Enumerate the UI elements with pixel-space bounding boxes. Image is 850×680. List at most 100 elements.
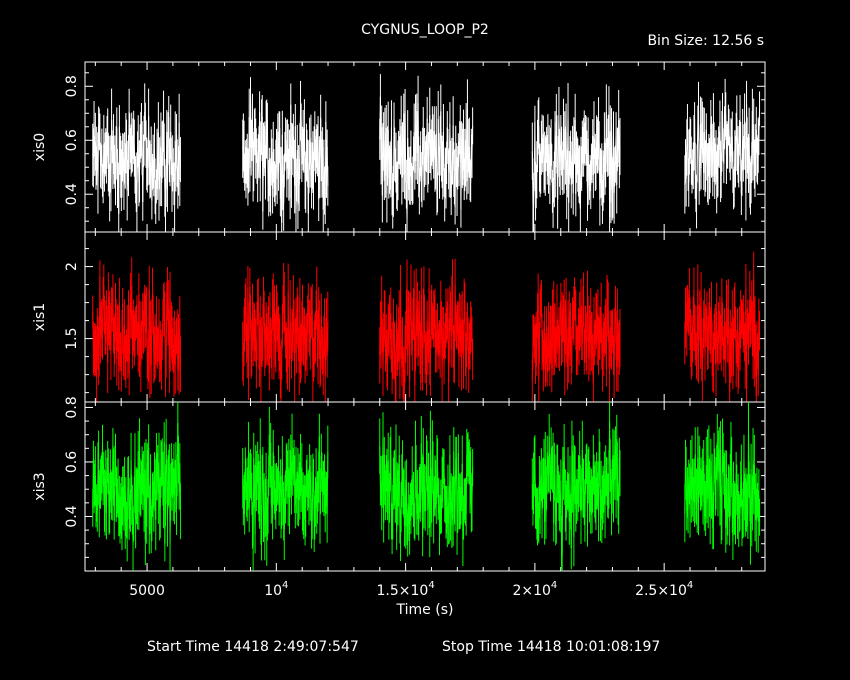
data-point [116,327,118,359]
data-point [585,140,588,157]
data-point [722,113,724,145]
data-point [113,466,116,521]
data-point [713,453,716,466]
data-point [381,301,383,336]
data-point [442,466,444,479]
data-point [407,313,409,356]
data-point [581,449,584,489]
data-point [743,458,746,497]
data-point [316,491,319,498]
data-point [463,501,465,518]
data-point [700,123,703,168]
data-point [120,332,123,371]
y-tick-label: 0.4 [64,505,80,527]
data-point [744,120,746,147]
data-point [253,458,255,487]
data-point [135,179,137,183]
data-point [418,310,421,349]
data-point [587,292,589,319]
data-point [433,485,436,494]
data-point [295,180,298,216]
data-point [557,473,559,485]
data-point [736,337,739,369]
data-point [600,173,603,175]
data-point [285,342,287,347]
data-point [601,494,604,503]
data-point [553,179,555,182]
data-point [101,303,104,342]
data-point [305,477,307,507]
data-point [417,328,420,343]
data-point [710,123,712,147]
data-point [301,145,303,165]
data-point [139,135,142,144]
data-point [96,473,99,514]
data-point [311,167,313,187]
data-point [257,298,260,342]
data-point [725,308,727,363]
data-point [159,507,161,510]
data-point [538,126,540,168]
data-point [100,473,103,479]
data-point [574,298,576,304]
data-point [170,329,173,335]
data-point [704,323,707,361]
data-point [147,356,150,371]
data-point [135,495,138,498]
data-point [599,165,602,175]
data-point [561,168,564,171]
data-point [576,155,579,166]
data-point [166,138,169,190]
data-point [269,316,272,338]
data-point [465,455,468,515]
data-point [300,350,302,355]
data-point [546,452,549,476]
data-point [400,288,402,340]
data-point [562,318,564,336]
data-point [98,347,100,357]
data-point [573,469,576,537]
data-point [739,319,742,349]
data-point [292,136,295,159]
data-point [400,480,403,508]
data-point [720,141,723,176]
data-point [588,475,590,492]
data-point [142,140,145,151]
data-point [324,495,327,502]
data-point [470,146,472,183]
data-point [755,338,758,397]
data-point [100,329,102,335]
data-point [538,308,541,343]
data-point [254,330,257,341]
data-point [618,146,621,163]
data-point [550,458,553,469]
data-point [701,337,704,376]
series-xis3 [92,402,761,571]
data-point [591,334,594,355]
data-point [741,316,744,322]
data-point [420,295,423,358]
data-point [732,172,735,190]
data-point [441,477,444,480]
data-point [279,342,281,372]
data-point [260,127,263,142]
data-point [242,336,245,365]
data-point [139,143,141,172]
data-point [733,507,736,510]
data-point [179,159,181,180]
data-point [314,148,317,161]
data-point [565,304,568,347]
data-point [164,357,167,380]
data-point [560,132,563,152]
data-point [549,153,551,186]
data-point [746,325,748,390]
data-point [688,151,690,183]
data-point [135,495,137,520]
data-point [383,454,386,485]
data-point [439,145,441,173]
data-point [423,289,426,319]
data-point [396,170,399,187]
data-point [754,149,757,169]
data-point [607,145,609,158]
data-point [124,143,127,166]
